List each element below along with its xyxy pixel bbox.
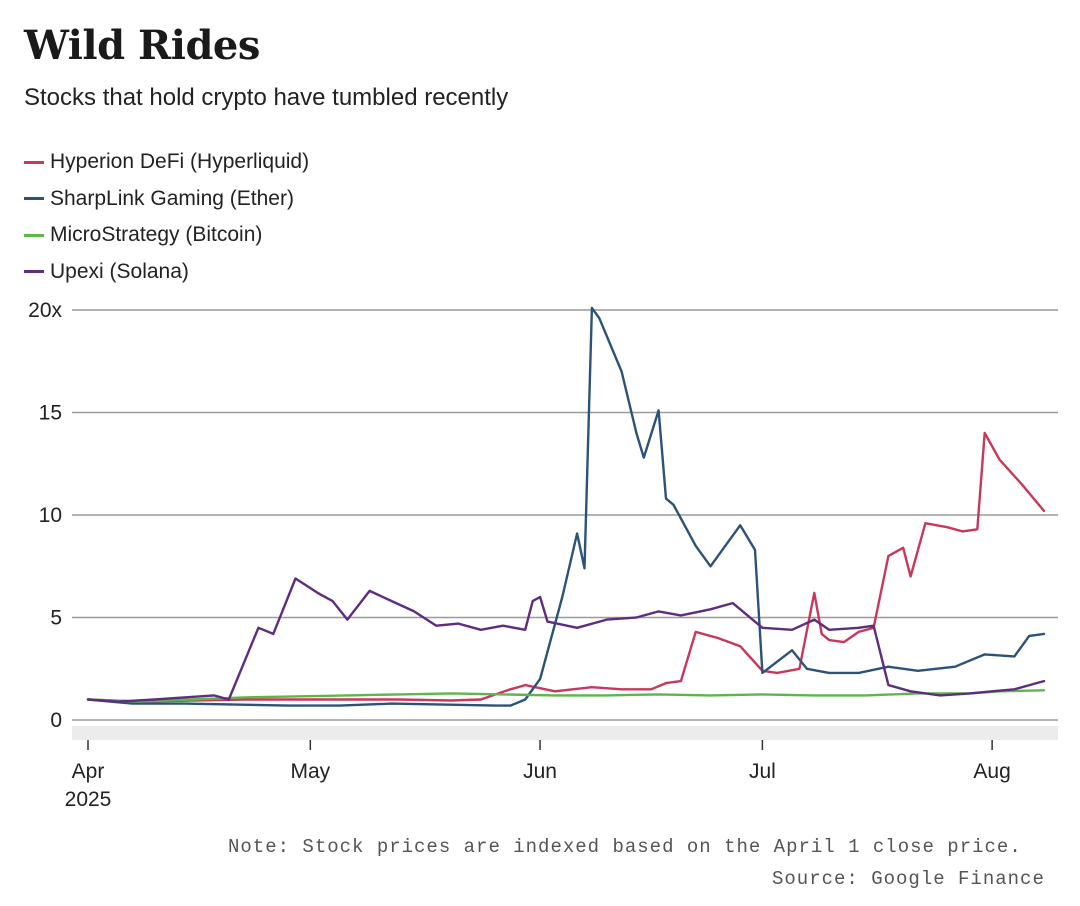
legend-swatch-hyperion <box>24 160 44 164</box>
legend-item-upexi: Upexi (Solana) <box>24 254 309 291</box>
legend-item-microstrategy: MicroStrategy (Bitcoin) <box>24 217 309 254</box>
grid-lines <box>72 309 1058 740</box>
x-tick-label: Jul <box>749 760 776 783</box>
y-tick-label: 20x <box>28 299 62 322</box>
legend-item-hyperion: Hyperion DeFi (Hyperliquid) <box>24 144 309 181</box>
series-line-1 <box>86 306 1046 707</box>
chart-subtitle: Stocks that hold crypto have tumbled rec… <box>24 84 509 111</box>
legend-label-upexi: Upexi (Solana) <box>50 259 189 283</box>
x-tick-label: Apr <box>72 760 105 783</box>
legend-item-sharplink: SharpLink Gaming (Ether) <box>24 181 309 218</box>
series-line-3 <box>86 577 1046 703</box>
y-tick-label: 0 <box>50 709 62 732</box>
legend-swatch-microstrategy <box>24 233 44 237</box>
legend-swatch-upexi <box>24 270 44 274</box>
x-axis: Apr 2025 May Jun Jul Aug <box>65 740 1011 811</box>
y-tick-label: 5 <box>50 607 62 630</box>
chart-note: Note: Stock prices are indexed based on … <box>228 836 1022 858</box>
y-tick-label: 10 <box>39 504 62 527</box>
x-tick-sublabel: 2025 <box>65 788 112 811</box>
legend-label-hyperion: Hyperion DeFi (Hyperliquid) <box>50 150 310 174</box>
x-axis-band <box>72 726 1058 740</box>
series-line-0 <box>86 431 1046 703</box>
legend: Hyperion DeFi (Hyperliquid) SharpLink Ga… <box>24 144 309 290</box>
chart-title: Wild Rides <box>24 22 260 69</box>
line-chart: 0 5 10 15 20x Apr 2025 May Jun Jul Aug <box>28 299 1058 811</box>
chart-source: Source: Google Finance <box>772 868 1045 890</box>
x-tick-label: Jun <box>523 760 557 783</box>
legend-label-microstrategy: MicroStrategy (Bitcoin) <box>50 223 263 247</box>
series-lines <box>86 306 1046 707</box>
legend-swatch-sharplink <box>24 197 44 201</box>
legend-label-sharplink: SharpLink Gaming (Ether) <box>50 186 294 210</box>
series-line-2 <box>86 689 1046 703</box>
x-tick-label: May <box>290 760 330 783</box>
y-tick-label: 15 <box>39 402 62 425</box>
x-tick-label: Aug <box>973 760 1010 783</box>
y-axis-labels: 0 5 10 15 20x <box>28 299 62 732</box>
